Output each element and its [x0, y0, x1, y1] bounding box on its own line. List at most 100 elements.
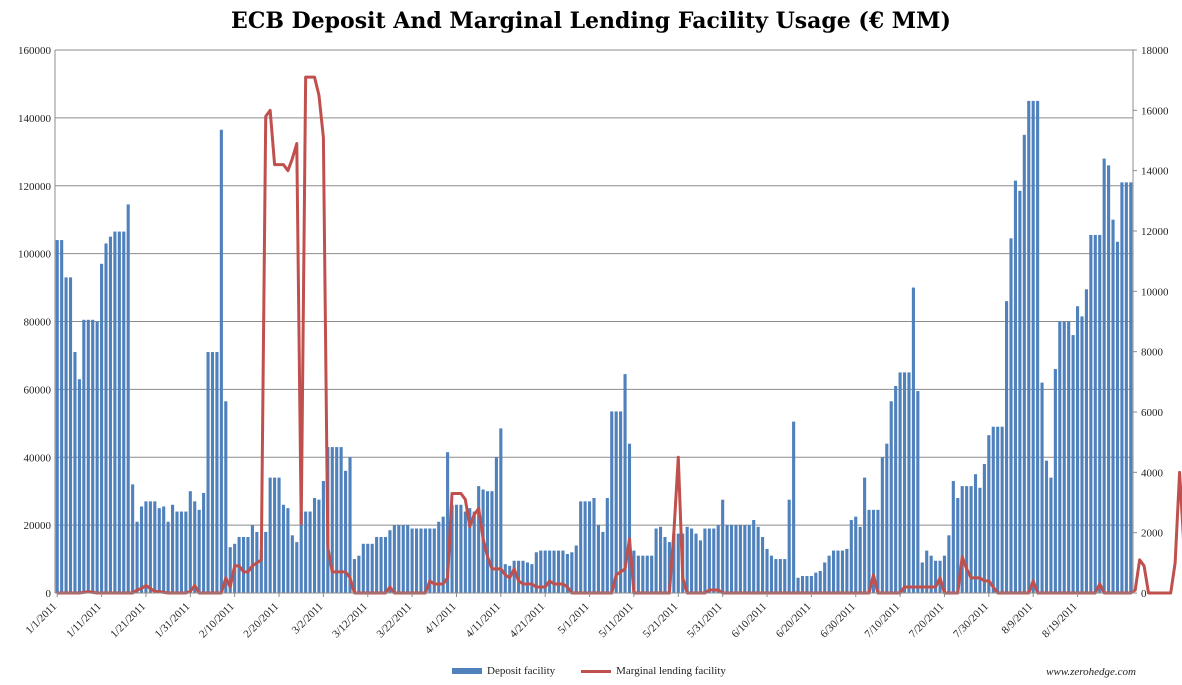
deposit-bar	[539, 550, 543, 593]
deposit-bar	[752, 520, 756, 593]
deposit-bar	[437, 521, 441, 593]
deposit-bar	[721, 499, 725, 593]
deposit-bar	[920, 562, 924, 593]
deposit-bar	[1115, 241, 1120, 593]
deposit-bar	[1044, 460, 1049, 593]
deposit-bar	[1000, 426, 1004, 593]
deposit-bar	[1107, 165, 1111, 593]
deposit-bar	[1022, 134, 1026, 593]
deposit-bar	[636, 555, 640, 593]
deposit-bar	[281, 504, 286, 593]
deposit-bar	[880, 457, 884, 593]
x-tick-label: 6/20/2011	[774, 601, 814, 641]
x-tick-label: 4/21/2011	[508, 601, 548, 641]
deposit-bar	[1036, 100, 1040, 593]
deposit-bar	[796, 577, 800, 593]
deposit-bar	[743, 525, 747, 594]
deposit-bar	[685, 526, 689, 593]
x-tick-label: 3/2/2011	[290, 601, 326, 637]
x-tick-label: 7/20/2011	[907, 601, 947, 641]
legend-marginal-label: Marginal lending facility	[616, 665, 726, 677]
deposit-bar	[508, 565, 512, 593]
y-left-tick-label: 20000	[24, 520, 52, 532]
deposit-bar	[100, 263, 104, 593]
deposit-bar	[468, 508, 472, 593]
deposit-bar	[104, 243, 108, 593]
deposit-bar	[885, 443, 889, 593]
deposit-bar	[641, 555, 645, 593]
deposit-bar	[352, 559, 356, 593]
deposit-bar	[818, 570, 822, 593]
x-tick-label: 5/11/2011	[597, 601, 636, 640]
deposit-bar	[82, 319, 86, 593]
deposit-bar	[171, 504, 175, 593]
deposit-bar	[565, 553, 569, 593]
deposit-bar	[441, 516, 445, 593]
deposit-bar	[415, 528, 419, 593]
deposit-bar	[871, 509, 876, 593]
deposit-bar	[1071, 335, 1075, 593]
deposit-bars	[55, 100, 1133, 594]
deposit-bar	[960, 486, 964, 593]
deposit-bar	[911, 287, 915, 593]
deposit-bar	[929, 555, 933, 593]
deposit-bar	[814, 572, 818, 593]
deposit-bar	[973, 474, 978, 593]
deposit-bar	[241, 537, 246, 593]
deposit-bar	[485, 491, 490, 593]
deposit-bar	[321, 481, 325, 593]
x-tick-label: 5/31/2011	[685, 601, 725, 641]
deposit-bar	[148, 501, 152, 593]
deposit-bar	[601, 531, 605, 593]
deposit-bar	[703, 528, 707, 593]
deposit-bar	[1124, 182, 1128, 594]
deposit-bar	[827, 555, 831, 593]
deposit-bar	[1031, 100, 1035, 593]
deposit-bar	[556, 550, 561, 593]
deposit-bar	[951, 481, 955, 593]
deposit-bar	[996, 426, 1000, 593]
deposit-bar	[477, 486, 481, 593]
y-left-tick-label: 0	[46, 588, 52, 600]
legend-deposit-label: Deposit facility	[487, 665, 556, 677]
y-left-tick-label: 80000	[24, 317, 52, 329]
deposit-bar	[1027, 100, 1031, 593]
deposit-bar	[268, 477, 272, 593]
deposit-bar	[889, 401, 893, 593]
deposit-bar	[725, 525, 729, 594]
deposit-bar	[663, 537, 667, 593]
deposit-bar	[210, 352, 215, 593]
deposit-bar	[197, 509, 201, 593]
deposit-bar	[849, 520, 853, 593]
deposit-bar	[765, 548, 769, 593]
deposit-bar	[902, 372, 907, 593]
deposit-bar	[845, 548, 849, 593]
deposit-bar	[792, 421, 796, 593]
deposit-bar	[836, 550, 840, 593]
deposit-bar	[809, 576, 813, 593]
deposit-bar	[530, 564, 534, 593]
deposit-bar	[978, 487, 982, 593]
deposit-bar	[867, 509, 871, 593]
deposit-bar	[366, 543, 370, 593]
x-tick-label: 8/9/2011	[999, 601, 1035, 637]
x-tick-label: 4/1/2011	[423, 601, 459, 637]
deposit-bar	[463, 511, 467, 593]
deposit-bar	[987, 435, 991, 593]
deposit-bar	[619, 411, 623, 593]
y-right-tick-label: 0	[1141, 588, 1147, 600]
x-tick-label: 5/1/2011	[556, 601, 592, 637]
deposit-bar	[139, 506, 144, 593]
deposit-bar	[1005, 301, 1009, 593]
deposit-bar	[1058, 321, 1062, 593]
x-tick-label: 8/19/2011	[1040, 601, 1080, 641]
x-tick-label: 6/30/2011	[818, 601, 858, 641]
deposit-bar	[450, 504, 454, 593]
deposit-bar	[654, 528, 658, 593]
y-right-tick-label: 6000	[1141, 407, 1164, 419]
deposit-bar	[570, 552, 574, 593]
deposit-bar	[1018, 190, 1022, 593]
deposit-bar	[898, 372, 902, 593]
x-tick-label: 1/11/2011	[64, 601, 103, 640]
